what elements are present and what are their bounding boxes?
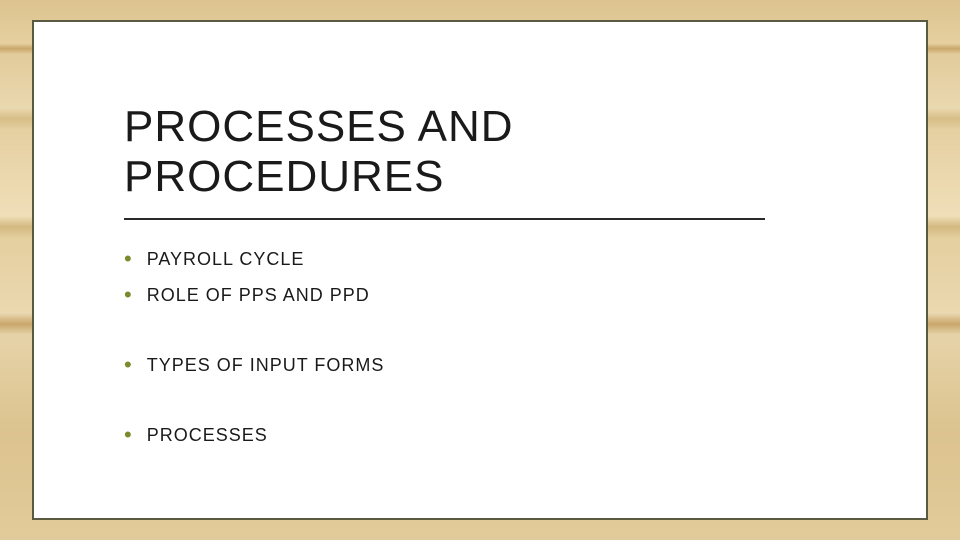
bullet-item: ROLE OF PPS AND PPD [124, 284, 836, 306]
bullet-text: ROLE OF PPS AND PPD [147, 285, 370, 306]
bullet-item: PAYROLL CYCLE [124, 248, 836, 270]
bullet-item: PROCESSES [124, 424, 836, 446]
title-divider [124, 218, 765, 220]
slide-title: PROCESSES AND PROCEDURES [124, 102, 836, 202]
bullet-text: PROCESSES [147, 425, 268, 446]
bullet-item: TYPES OF INPUT FORMS [124, 354, 836, 376]
bullet-text: PAYROLL CYCLE [147, 249, 305, 270]
bullet-text: TYPES OF INPUT FORMS [147, 355, 385, 376]
slide: PROCESSES AND PROCEDURES PAYROLL CYCLE R… [32, 20, 928, 520]
bullet-list: PAYROLL CYCLE ROLE OF PPS AND PPD TYPES … [124, 248, 836, 446]
